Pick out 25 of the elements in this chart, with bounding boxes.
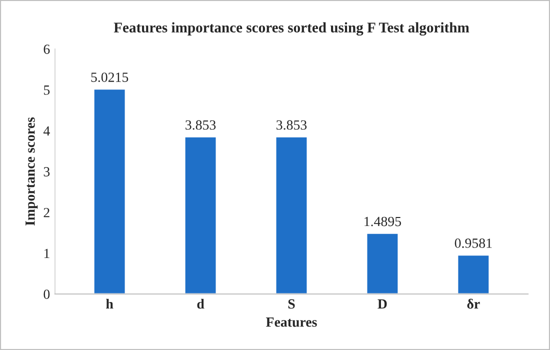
x-tick-label: δr <box>467 298 480 309</box>
y-axis-title: Importance scores <box>26 117 38 226</box>
data-label: 1.4895 <box>364 216 402 226</box>
y-tick-label: 6 <box>44 44 50 54</box>
y-tick-label: 0 <box>44 290 50 299</box>
y-tick-label: 4 <box>43 126 50 136</box>
x-tick-label: h <box>106 298 114 308</box>
x-axis-title: Features <box>266 318 317 327</box>
x-tick-label: D <box>378 299 387 309</box>
y-tick-label: 3 <box>44 167 50 176</box>
bar <box>274 136 308 294</box>
x-tick-label: d <box>197 298 204 309</box>
data-label: 0.9581 <box>454 238 492 248</box>
y-tick-label: 5 <box>44 86 50 95</box>
chart-title: Features importance scores sorted using F Test algorithm <box>114 22 470 36</box>
bar <box>456 254 490 294</box>
bar <box>92 88 126 294</box>
y-tick-label: 2 <box>44 208 50 218</box>
data-label: 3.853 <box>186 120 216 130</box>
y-tick-label: 1 <box>44 248 50 258</box>
bar <box>366 232 400 294</box>
data-label: 3.853 <box>276 120 307 130</box>
bar <box>184 136 218 294</box>
x-tick-label: S <box>288 299 295 309</box>
data-label: 5.0215 <box>91 72 128 82</box>
